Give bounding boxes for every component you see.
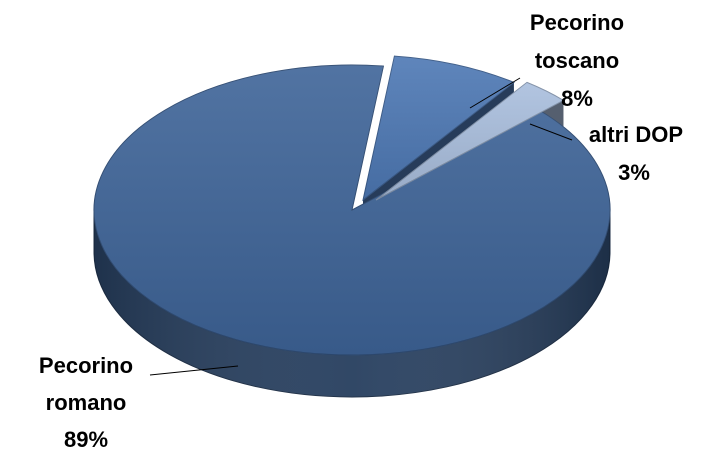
data-label-pecorino-romano-line1: Pecorino	[39, 353, 133, 378]
data-label-pecorino-romano-line2: romano	[46, 390, 127, 415]
pie-slices	[93, 55, 611, 356]
leader-line-pecorino-toscano	[469, 77, 521, 109]
leader-line-pecorino-romano	[149, 365, 239, 376]
data-label-pecorino-romano-percent: 89%	[64, 427, 108, 452]
data-label-altri-dop: altri DOP	[589, 122, 683, 147]
pie-side-shading	[94, 210, 610, 397]
pie-slice-shading	[94, 64, 611, 355]
pie-slice-shading	[363, 56, 514, 200]
leader-line-altri-dop	[529, 123, 573, 141]
data-label-pecorino-toscano-percent: 8%	[561, 86, 593, 111]
data-label-pecorino-toscano-line2: toscano	[535, 48, 619, 73]
data-label-pecorino-toscano-line1: Pecorino	[530, 10, 624, 35]
leader-lines	[149, 77, 573, 376]
data-label-altri-dop-percent: 3%	[618, 160, 650, 185]
pie-slice-shading	[376, 82, 564, 200]
